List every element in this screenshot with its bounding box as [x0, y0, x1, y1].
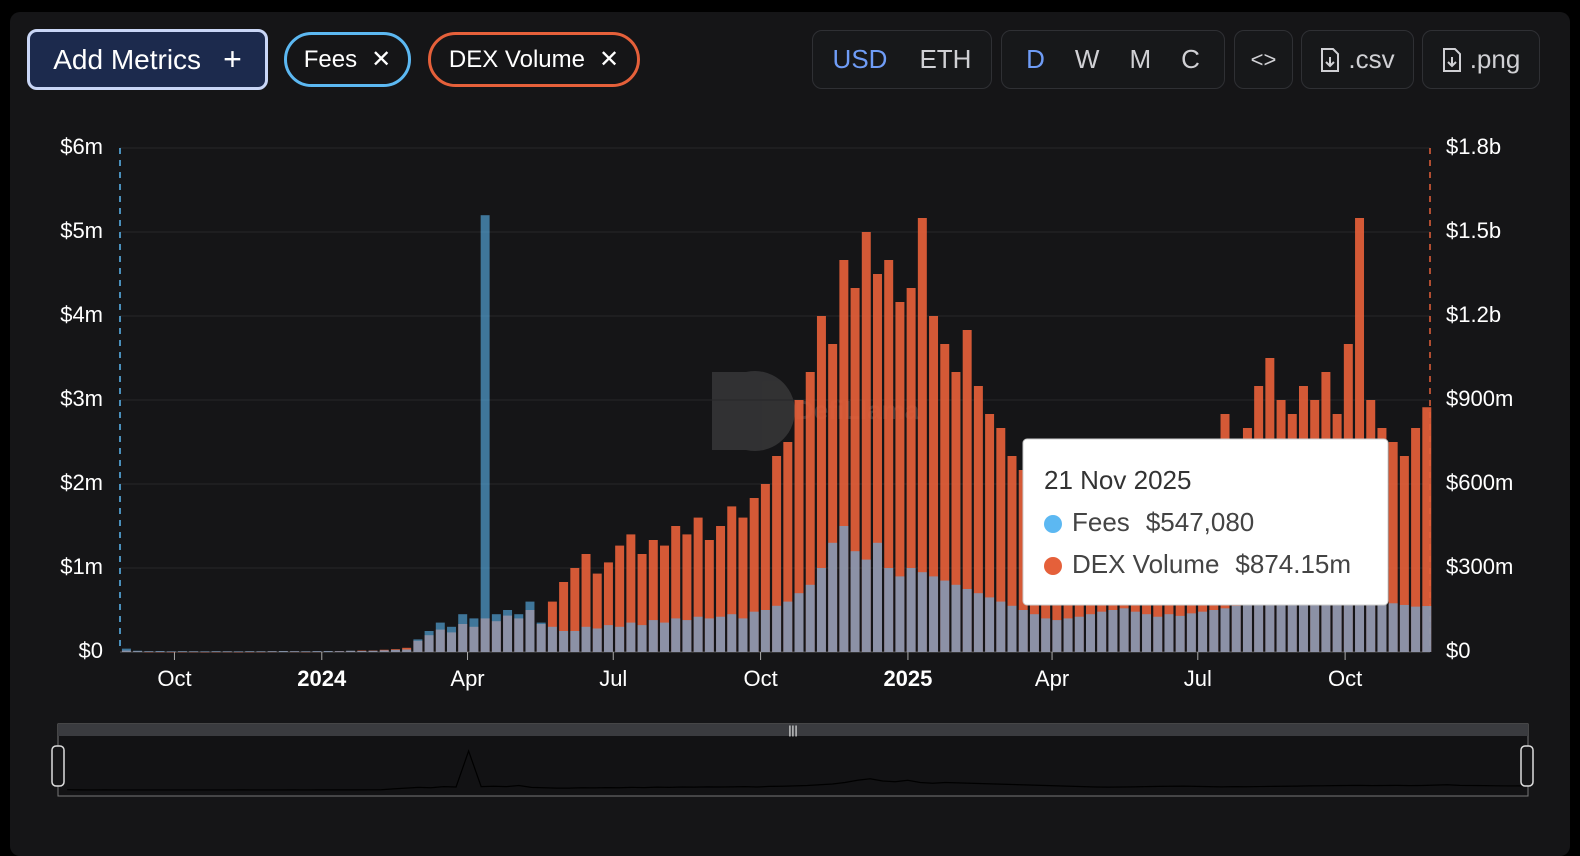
remove-icon[interactable]: ✕	[371, 46, 392, 73]
label: Add Metrics	[53, 43, 202, 75]
toggle-option[interactable]: M	[1129, 44, 1152, 74]
file-icon	[1321, 47, 1340, 72]
remove-icon[interactable]: ✕	[598, 46, 620, 73]
file-icon	[1442, 47, 1461, 72]
add-metrics-button[interactable]: Add Metrics +	[27, 29, 268, 90]
toggle-option[interactable]: C	[1181, 44, 1200, 74]
metric-pill[interactable]: DEX Volume ✕	[428, 32, 640, 87]
label: .csv	[1348, 44, 1395, 74]
label: <>	[1250, 46, 1277, 72]
panel	[10, 12, 1570, 856]
icon: +	[223, 41, 242, 77]
label: .png	[1469, 44, 1521, 74]
toggle-option[interactable]: USD	[832, 44, 888, 74]
toggle-option[interactable]: ETH	[919, 44, 972, 74]
currency-toggle: USD ETH	[812, 30, 992, 89]
embed-button[interactable]: <>	[1234, 30, 1293, 89]
png-button[interactable]: .png	[1422, 30, 1540, 89]
toggle-option[interactable]: W	[1074, 44, 1100, 74]
csv-button[interactable]: .csv	[1301, 30, 1414, 89]
legend-label: Fees	[303, 45, 358, 73]
legend-label: DEX Volume	[448, 45, 585, 73]
metric-pill[interactable]: Fees ✕	[284, 32, 411, 87]
toggle-option[interactable]: D	[1026, 44, 1045, 74]
